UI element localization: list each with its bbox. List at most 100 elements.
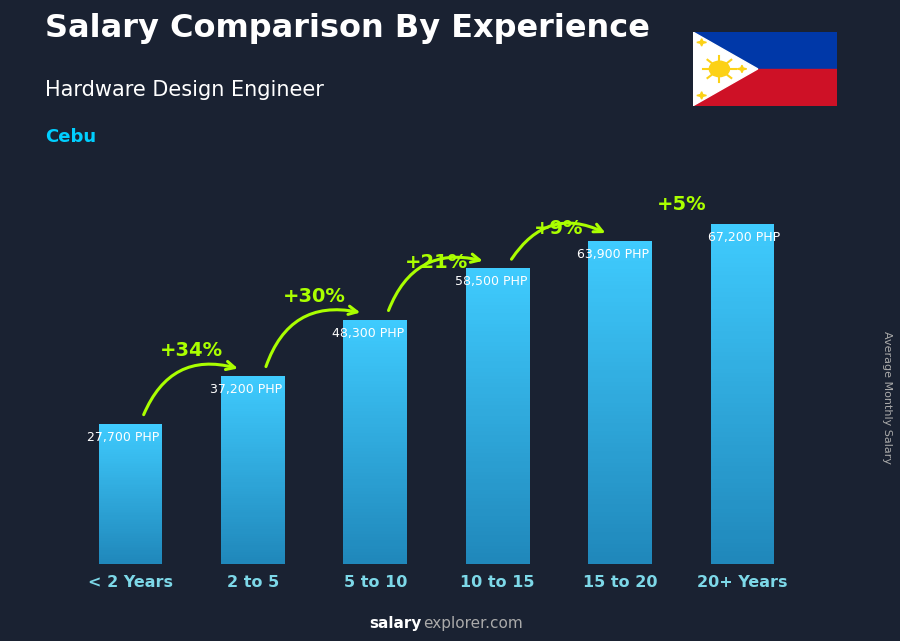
Bar xyxy=(344,417,407,420)
Bar xyxy=(589,443,652,447)
Bar xyxy=(344,393,407,396)
Bar xyxy=(711,420,775,424)
Bar xyxy=(344,506,407,509)
Bar xyxy=(98,487,162,489)
Bar xyxy=(589,249,652,253)
Bar xyxy=(589,431,652,435)
Bar xyxy=(711,309,775,313)
Bar xyxy=(466,387,529,390)
Bar xyxy=(589,297,652,302)
Bar xyxy=(711,470,775,475)
Bar xyxy=(589,560,652,564)
Bar xyxy=(344,521,407,524)
Bar xyxy=(589,278,652,281)
Bar xyxy=(589,285,652,290)
Bar xyxy=(344,442,407,445)
Bar xyxy=(344,341,407,344)
Bar xyxy=(344,555,407,558)
Bar xyxy=(466,368,529,372)
Bar xyxy=(98,535,162,536)
Bar xyxy=(466,461,529,464)
Bar xyxy=(344,512,407,515)
Bar xyxy=(221,475,284,477)
Bar xyxy=(466,501,529,505)
Text: 58,500 PHP: 58,500 PHP xyxy=(454,275,527,288)
Bar xyxy=(466,476,529,479)
Bar xyxy=(466,309,529,313)
Bar xyxy=(711,449,775,454)
Bar xyxy=(344,338,407,341)
Bar xyxy=(711,530,775,535)
Bar xyxy=(344,451,407,454)
Bar xyxy=(98,426,162,428)
Bar xyxy=(711,360,775,365)
Bar xyxy=(466,453,529,457)
Bar xyxy=(344,519,407,521)
Bar xyxy=(466,520,529,524)
Bar xyxy=(344,387,407,390)
Bar xyxy=(344,344,407,347)
Bar xyxy=(98,429,162,431)
Bar xyxy=(589,310,652,313)
Bar xyxy=(589,334,652,338)
Bar xyxy=(711,479,775,483)
Bar xyxy=(98,457,162,459)
Bar xyxy=(221,505,284,508)
Bar xyxy=(344,472,407,476)
Bar xyxy=(466,401,529,405)
Bar xyxy=(344,427,407,429)
Bar xyxy=(589,406,652,411)
Bar xyxy=(466,490,529,494)
Bar xyxy=(466,497,529,501)
Bar xyxy=(98,550,162,552)
Bar xyxy=(344,381,407,384)
Text: 27,700 PHP: 27,700 PHP xyxy=(87,431,159,444)
Bar xyxy=(466,276,529,279)
Bar xyxy=(711,271,775,275)
Bar xyxy=(344,323,407,326)
Bar xyxy=(589,524,652,528)
Bar xyxy=(589,265,652,269)
Text: Hardware Design Engineer: Hardware Design Engineer xyxy=(45,80,324,100)
Bar xyxy=(711,496,775,501)
Bar xyxy=(589,479,652,483)
Bar xyxy=(221,554,284,557)
Text: Average Monthly Salary: Average Monthly Salary xyxy=(881,331,892,464)
Bar xyxy=(589,419,652,423)
Bar xyxy=(221,392,284,395)
Bar xyxy=(344,360,407,363)
Bar xyxy=(221,444,284,447)
Bar xyxy=(344,457,407,460)
Bar xyxy=(98,442,162,444)
Bar xyxy=(221,426,284,428)
Bar xyxy=(344,412,407,415)
Bar xyxy=(98,533,162,535)
Bar xyxy=(98,471,162,473)
Bar xyxy=(711,483,775,488)
Text: +34%: +34% xyxy=(160,341,223,360)
Bar xyxy=(221,489,284,491)
Bar xyxy=(589,471,652,475)
Bar xyxy=(589,463,652,467)
Bar xyxy=(221,477,284,479)
Bar xyxy=(221,496,284,498)
Bar xyxy=(589,504,652,508)
Bar xyxy=(466,287,529,290)
Bar xyxy=(98,473,162,475)
Bar xyxy=(344,384,407,387)
Bar xyxy=(98,524,162,526)
Bar xyxy=(344,353,407,356)
Bar xyxy=(466,405,529,409)
Bar xyxy=(221,420,284,423)
Bar xyxy=(98,536,162,538)
Bar xyxy=(221,484,284,487)
Bar xyxy=(711,246,775,250)
Bar xyxy=(466,416,529,420)
Bar xyxy=(466,302,529,305)
Bar xyxy=(589,483,652,487)
Bar xyxy=(344,445,407,448)
Bar xyxy=(466,560,529,564)
Bar xyxy=(221,456,284,458)
Bar xyxy=(466,397,529,401)
Bar xyxy=(589,302,652,306)
